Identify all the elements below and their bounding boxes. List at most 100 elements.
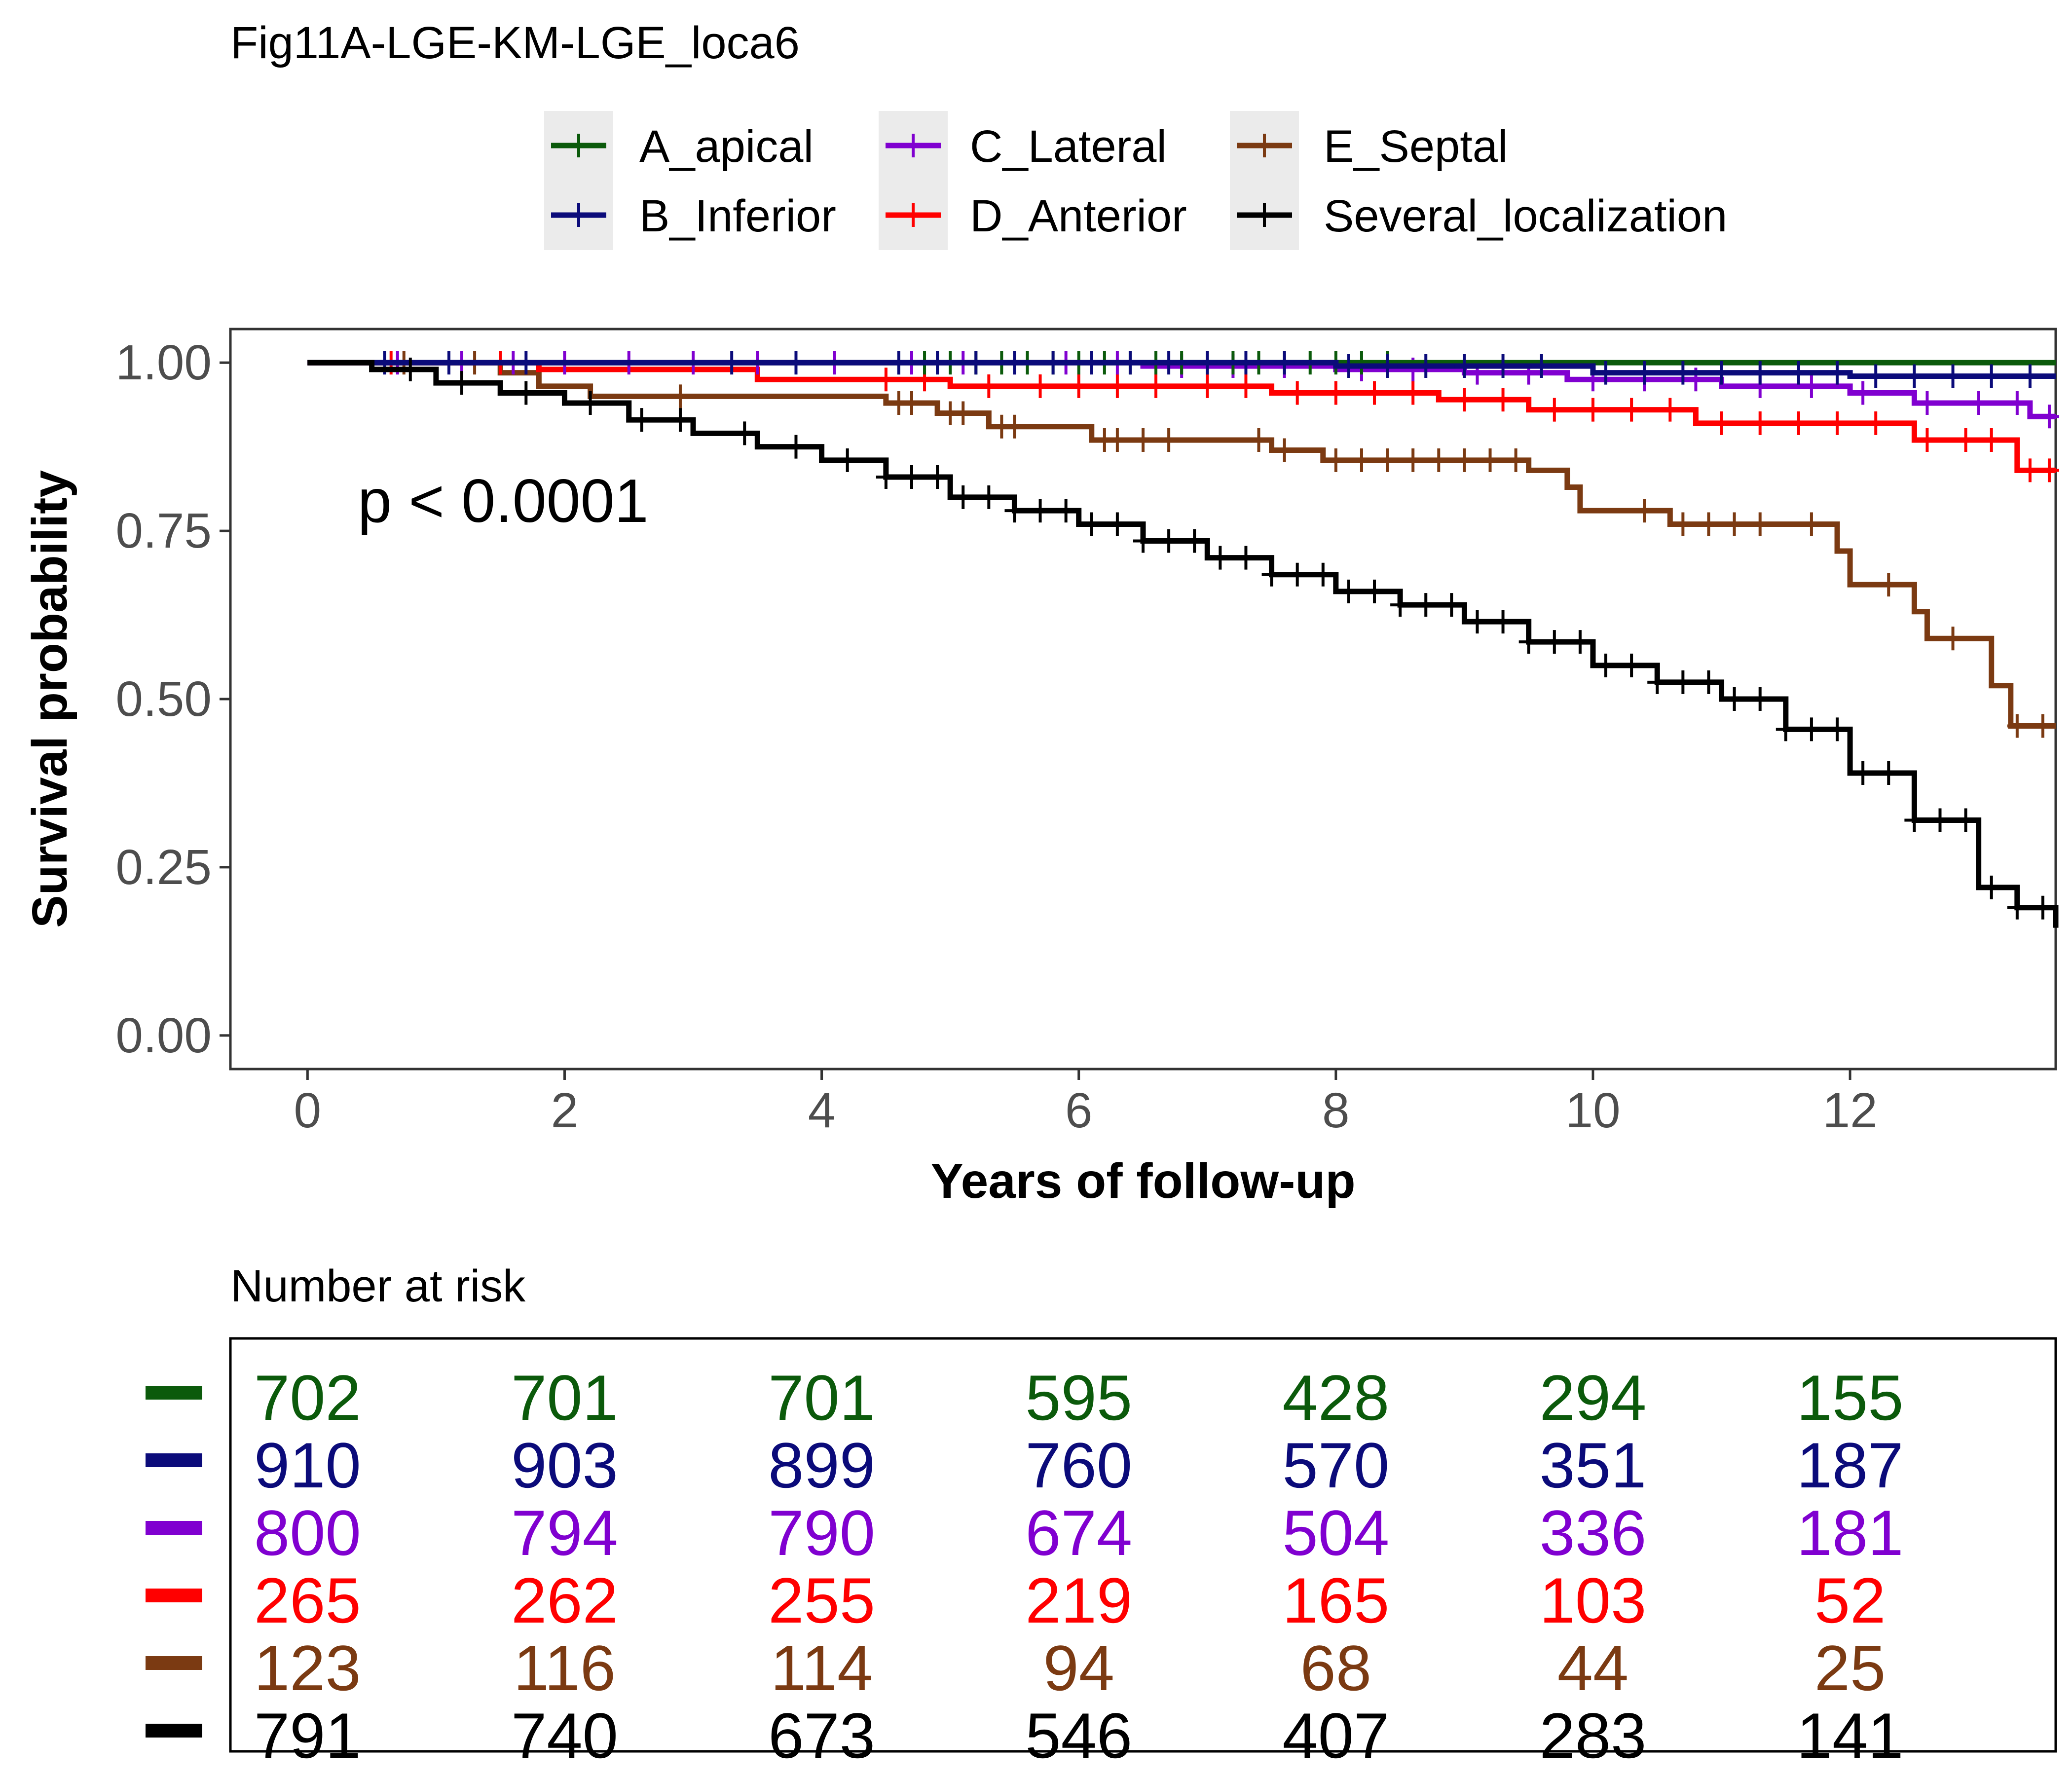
risk-value: 546 xyxy=(1025,1700,1132,1772)
legend-label: A_apical xyxy=(639,121,814,172)
risk-table-title: Number at risk xyxy=(230,1261,526,1311)
censor-mark xyxy=(1159,428,1179,452)
chart-title: Fig11A-LGE-KM-LGE_loca6 xyxy=(230,18,800,68)
censor-mark xyxy=(1673,670,1693,694)
risk-value: 760 xyxy=(1025,1429,1132,1501)
censor-mark xyxy=(1493,610,1513,634)
risk-value: 351 xyxy=(1540,1429,1647,1501)
censor-mark xyxy=(452,371,472,395)
censor-mark xyxy=(1981,428,2001,452)
legend-label: D_Anterior xyxy=(970,191,1187,241)
y-tick-label: 0.00 xyxy=(115,1008,212,1063)
censor-mark xyxy=(1917,391,1937,415)
censor-mark xyxy=(1184,529,1205,553)
censor-mark xyxy=(837,448,857,472)
censor-mark xyxy=(1197,351,1218,375)
risk-value: 899 xyxy=(768,1429,875,1501)
censor-mark xyxy=(2020,364,2040,388)
censor-mark xyxy=(1904,364,1924,388)
censor-mark xyxy=(1454,354,1475,378)
censor-mark xyxy=(1570,630,1590,654)
censor-mark xyxy=(979,485,999,509)
risk-value: 94 xyxy=(1043,1632,1114,1704)
censor-mark xyxy=(953,485,973,509)
censor-mark xyxy=(1004,499,1025,523)
risk-value: 428 xyxy=(1282,1362,1389,1434)
censor-mark xyxy=(1493,354,1513,378)
censor-mark xyxy=(735,421,755,445)
censor-mark xyxy=(1699,670,1719,694)
censor-mark xyxy=(1622,653,1642,677)
censor-mark xyxy=(580,391,600,415)
censor-mark xyxy=(1454,448,1475,472)
risk-value: 116 xyxy=(514,1632,616,1704)
censor-mark xyxy=(1197,374,1218,398)
risk-value: 44 xyxy=(1557,1632,1629,1704)
risk-value: 504 xyxy=(1282,1497,1389,1569)
y-tick-label: 0.25 xyxy=(115,840,212,895)
risk-value: 336 xyxy=(1540,1497,1647,1569)
censor-mark xyxy=(1827,717,1848,741)
risk-value: 155 xyxy=(1797,1362,1904,1434)
risk-table-panel xyxy=(229,1337,2057,1753)
risk-value: 123 xyxy=(254,1632,361,1704)
p-value-label: p < 0.0001 xyxy=(358,467,649,535)
risk-value: 265 xyxy=(254,1564,361,1636)
censor-mark xyxy=(1711,411,1732,435)
censor-mark xyxy=(1930,808,1950,832)
censor-mark xyxy=(1827,361,1848,385)
legend-label: C_Lateral xyxy=(970,121,1167,172)
censor-mark xyxy=(1326,448,1346,472)
censor-mark xyxy=(1120,351,1140,375)
censor-mark xyxy=(901,465,922,489)
y-tick-label: 1.00 xyxy=(115,335,212,390)
censor-mark xyxy=(1442,593,1462,617)
risk-row-key xyxy=(146,1453,202,1467)
censor-mark xyxy=(1236,546,1256,570)
censor-mark xyxy=(1917,428,1937,452)
censor-mark xyxy=(1377,448,1398,472)
censor-mark xyxy=(1622,398,1642,422)
censor-mark xyxy=(1981,364,2001,388)
censor-mark xyxy=(1788,361,1809,385)
censor-mark xyxy=(966,351,986,375)
censor-mark xyxy=(1287,381,1307,405)
censor-mark xyxy=(1365,381,1385,405)
y-tick-label: 0.75 xyxy=(115,503,212,558)
censor-mark xyxy=(1956,808,1976,832)
censor-mark xyxy=(876,465,896,489)
censor-mark xyxy=(1249,428,1269,452)
censor-mark xyxy=(1879,761,1899,785)
censor-mark xyxy=(1159,351,1179,375)
censor-mark xyxy=(1866,364,1886,388)
censor-mark xyxy=(1107,374,1127,398)
censor-mark xyxy=(1750,361,1770,385)
censor-mark xyxy=(1107,428,1127,452)
censor-mark xyxy=(1724,512,1744,536)
risk-value: 791 xyxy=(254,1700,361,1772)
censor-mark xyxy=(1403,448,1423,472)
censor-mark xyxy=(1467,610,1487,634)
censor-mark xyxy=(1647,670,1667,694)
censor-mark xyxy=(1261,562,1282,587)
censor-mark xyxy=(1326,381,1346,405)
censor-mark xyxy=(1531,354,1552,378)
censor-mark xyxy=(1634,361,1655,385)
risk-value: 701 xyxy=(511,1362,618,1434)
censor-mark xyxy=(1673,512,1693,536)
risk-row-key xyxy=(146,1724,202,1738)
risk-value: 52 xyxy=(1814,1564,1886,1636)
censor-mark xyxy=(1943,627,1963,651)
censor-mark xyxy=(1699,512,1719,536)
censor-mark xyxy=(516,381,536,405)
censor-mark xyxy=(1454,388,1475,412)
legend-label: B_Inferior xyxy=(639,191,836,241)
censor-mark xyxy=(670,384,690,408)
censor-mark xyxy=(1236,351,1256,375)
x-tick-label: 8 xyxy=(1322,1083,1350,1138)
censor-mark xyxy=(1159,529,1179,553)
risk-value: 181 xyxy=(1797,1497,1904,1569)
x-axis: 0 2 4 6 8 10 12 xyxy=(294,1069,1878,1138)
censor-mark xyxy=(1660,398,1680,422)
risk-value: 165 xyxy=(1282,1564,1389,1636)
